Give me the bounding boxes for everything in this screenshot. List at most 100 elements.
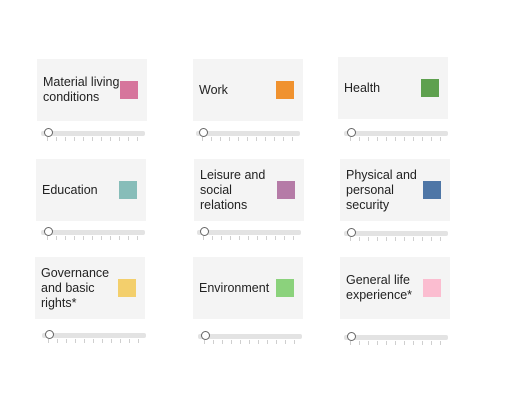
slider-tick <box>110 137 111 141</box>
slider-tick <box>220 137 221 141</box>
slider-tick <box>202 137 203 141</box>
slider-tick <box>47 137 48 141</box>
slider-tick <box>66 339 67 343</box>
slider-track[interactable] <box>344 131 448 136</box>
slider-ticks <box>197 236 301 242</box>
slider-tick <box>111 339 112 343</box>
slider-track[interactable] <box>41 131 145 136</box>
slider-tick <box>120 339 121 343</box>
slider-track[interactable] <box>196 131 300 136</box>
slider-tick <box>137 137 138 141</box>
slider-tick <box>395 237 396 241</box>
slider-tick <box>350 341 351 345</box>
slider-tick <box>56 236 57 240</box>
slider-ticks <box>344 137 448 143</box>
slider-tick <box>56 137 57 141</box>
slider-tick <box>276 340 277 344</box>
color-swatch-general <box>423 279 441 297</box>
slider-tick <box>48 339 49 343</box>
slider-tick <box>238 137 239 141</box>
slider-track[interactable] <box>42 333 146 338</box>
slider-thumb[interactable] <box>346 128 356 137</box>
slider-tick <box>404 341 405 345</box>
slider-tick <box>386 341 387 345</box>
slider-track[interactable] <box>198 334 302 339</box>
slider-tick <box>230 236 231 240</box>
slider-tick <box>57 339 58 343</box>
slider-tick <box>294 340 295 344</box>
tile-label-environment: Environment <box>199 280 270 295</box>
slider-tick <box>404 237 405 241</box>
slider-tick <box>65 137 66 141</box>
tile-security: Physical and personal security <box>340 159 450 221</box>
slider-tick <box>256 137 257 141</box>
slider-thumb[interactable] <box>44 330 54 339</box>
tile-general: General life experience* <box>340 257 450 319</box>
slider-tick <box>350 137 351 141</box>
slider-tick <box>222 340 223 344</box>
slider-tick <box>257 236 258 240</box>
slider-material[interactable] <box>41 126 145 146</box>
slider-tick <box>129 339 130 343</box>
slider-tick <box>395 341 396 345</box>
slider-tick <box>221 236 222 240</box>
tile-label-education: Education <box>42 182 98 197</box>
slider-track[interactable] <box>41 230 145 235</box>
slider-thumb[interactable] <box>200 331 210 340</box>
slider-thumb[interactable] <box>346 332 356 341</box>
slider-tick <box>83 137 84 141</box>
slider-education[interactable] <box>41 225 145 245</box>
tile-label-general: General life experience* <box>346 273 413 302</box>
slider-tick <box>74 236 75 240</box>
slider-tick <box>229 137 230 141</box>
slider-general[interactable] <box>344 330 448 350</box>
slider-ticks <box>41 236 145 242</box>
slider-tick <box>267 340 268 344</box>
color-swatch-material <box>120 81 138 99</box>
slider-thumb[interactable] <box>43 128 53 137</box>
slider-ticks <box>344 341 448 347</box>
slider-tick <box>258 340 259 344</box>
slider-tick <box>440 341 441 345</box>
slider-leisure[interactable] <box>197 225 301 245</box>
slider-environment[interactable] <box>198 329 302 349</box>
slider-tick <box>386 137 387 141</box>
slider-thumb[interactable] <box>198 128 208 137</box>
slider-tick <box>368 237 369 241</box>
slider-tick <box>74 137 75 141</box>
slider-tick <box>293 236 294 240</box>
slider-work[interactable] <box>196 126 300 146</box>
slider-health[interactable] <box>344 126 448 146</box>
slider-tick <box>240 340 241 344</box>
slider-tick <box>102 339 103 343</box>
slider-governance[interactable] <box>42 328 146 348</box>
slider-tick <box>93 339 94 343</box>
slider-thumb[interactable] <box>346 228 356 237</box>
slider-track[interactable] <box>344 231 448 236</box>
slider-tick <box>413 341 414 345</box>
slider-tick <box>128 137 129 141</box>
slider-thumb[interactable] <box>199 227 209 236</box>
slider-track[interactable] <box>197 230 301 235</box>
slider-tick <box>75 339 76 343</box>
slider-tick <box>395 137 396 141</box>
slider-tick <box>204 340 205 344</box>
slider-tick <box>92 236 93 240</box>
slider-tick <box>359 137 360 141</box>
slider-tick <box>404 137 405 141</box>
tile-label-leisure: Leisure and social relations <box>200 167 266 212</box>
slider-tick <box>211 137 212 141</box>
slider-tick <box>431 341 432 345</box>
color-swatch-work <box>276 81 294 99</box>
slider-tick <box>248 236 249 240</box>
slider-thumb[interactable] <box>43 227 53 236</box>
tile-label-security: Physical and personal security <box>346 167 417 212</box>
slider-tick <box>422 237 423 241</box>
slider-tick <box>101 137 102 141</box>
tile-label-material: Material living conditions <box>43 75 120 104</box>
slider-tick <box>119 137 120 141</box>
slider-tick <box>368 137 369 141</box>
slider-security[interactable] <box>344 226 448 246</box>
tile-governance: Governance and basic rights* <box>35 257 145 319</box>
slider-track[interactable] <box>344 335 448 340</box>
